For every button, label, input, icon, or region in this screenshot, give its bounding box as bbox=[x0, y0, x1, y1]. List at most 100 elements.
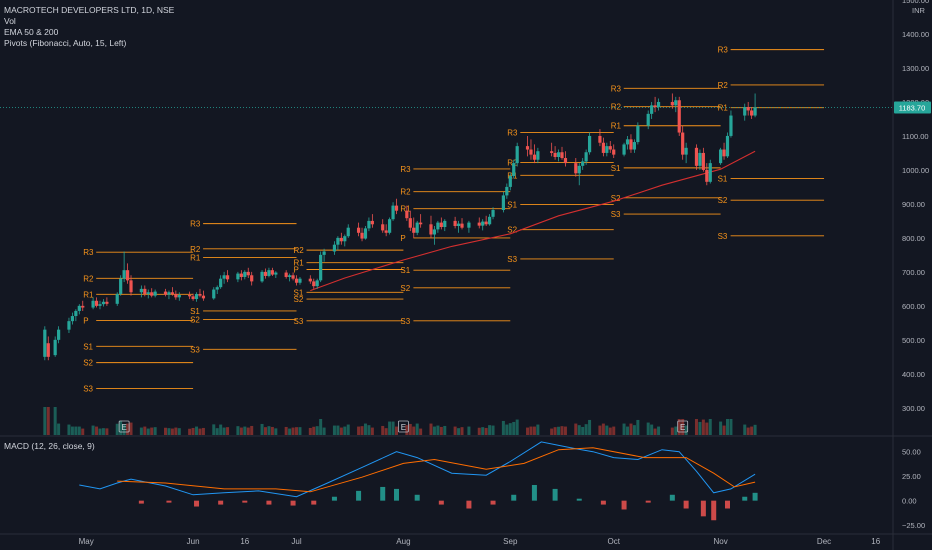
candle-body bbox=[312, 281, 316, 287]
candle-body bbox=[532, 154, 537, 160]
candle bbox=[501, 192, 505, 213]
macd-indicator-label[interactable]: MACD (12, 26, close, 9) bbox=[4, 441, 95, 451]
pivot-label: S2 bbox=[83, 359, 93, 368]
candle bbox=[412, 217, 416, 238]
volume-bar bbox=[250, 425, 254, 435]
price-axis-tick: 1300.00 bbox=[902, 64, 929, 73]
chart-legend: MACROTECH DEVELOPERS LTD, 1D, NSE Vol EM… bbox=[4, 5, 174, 49]
volume-bar bbox=[226, 427, 230, 435]
volume-bar bbox=[412, 426, 416, 435]
volume-bar bbox=[315, 426, 319, 435]
candle bbox=[291, 272, 295, 281]
ema-indicator-label[interactable]: EMA 50 & 200 bbox=[4, 27, 59, 37]
earnings-marker-label: E bbox=[121, 423, 126, 432]
volume-bar bbox=[284, 426, 288, 435]
volume-bar bbox=[274, 428, 278, 435]
candle bbox=[167, 290, 171, 300]
candle-body bbox=[508, 176, 512, 187]
volume-bar bbox=[163, 427, 167, 435]
candle-body bbox=[432, 229, 437, 235]
pivot-label: R2 bbox=[190, 245, 201, 254]
volume-indicator-label[interactable]: Vol bbox=[4, 16, 16, 26]
macd-histogram-bar bbox=[490, 500, 496, 505]
candle-body bbox=[443, 220, 447, 228]
volume-bar bbox=[605, 425, 609, 435]
candle-body bbox=[560, 152, 564, 159]
candle-body bbox=[460, 223, 464, 228]
candle bbox=[556, 149, 561, 162]
signal-line bbox=[117, 447, 756, 493]
volume-bars bbox=[43, 407, 757, 435]
volume-bar bbox=[53, 407, 57, 435]
candle-body bbox=[343, 236, 347, 242]
candle-body bbox=[153, 291, 157, 296]
candle bbox=[405, 205, 409, 221]
volume-bar bbox=[529, 426, 533, 435]
candle-body bbox=[505, 186, 509, 196]
volume-bar bbox=[295, 427, 299, 435]
candle-body bbox=[746, 107, 750, 111]
volume-bar bbox=[460, 427, 464, 435]
candle bbox=[146, 289, 150, 299]
macd-histogram-bar bbox=[531, 484, 537, 501]
pivot-label: R1 bbox=[294, 259, 305, 268]
volume-bar bbox=[457, 428, 461, 435]
time-axis-tick: Dec bbox=[817, 537, 831, 546]
volume-bar bbox=[332, 425, 336, 435]
volume-bar bbox=[126, 423, 130, 435]
candle bbox=[432, 225, 437, 245]
candle bbox=[125, 263, 130, 284]
candle bbox=[267, 267, 271, 278]
candle-body bbox=[191, 296, 195, 300]
candle bbox=[577, 163, 581, 186]
candle-body bbox=[705, 169, 709, 182]
candles bbox=[43, 93, 757, 361]
volume-bar bbox=[484, 427, 488, 435]
candle-body bbox=[81, 305, 85, 308]
volume-bar bbox=[212, 424, 216, 435]
volume-bar bbox=[174, 427, 178, 435]
candle-body bbox=[367, 220, 371, 229]
candle bbox=[612, 144, 616, 159]
volume-bar bbox=[681, 419, 685, 435]
pivot-label: S1 bbox=[611, 164, 621, 173]
volume-bar bbox=[246, 427, 250, 435]
candle-body bbox=[632, 142, 637, 150]
price-axis-tick: 1000.00 bbox=[902, 166, 929, 175]
time-axis-tick: Oct bbox=[607, 537, 620, 546]
candle bbox=[460, 218, 464, 230]
candle bbox=[677, 96, 681, 136]
pivot-label: S3 bbox=[294, 317, 304, 326]
volume-bar bbox=[532, 426, 536, 435]
price-axis-tick: 700.00 bbox=[902, 268, 925, 277]
volume-bar bbox=[598, 425, 602, 435]
volume-bar bbox=[360, 426, 364, 435]
candle-body bbox=[381, 224, 385, 231]
price-axis-tick: 1100.00 bbox=[902, 132, 929, 141]
candle bbox=[129, 275, 133, 296]
candle-body bbox=[550, 151, 554, 153]
volume-bar bbox=[298, 427, 302, 435]
macd-histogram-bar bbox=[711, 500, 717, 521]
volume-bar bbox=[388, 421, 392, 435]
pivot-label: S2 bbox=[718, 196, 728, 205]
candle-body bbox=[677, 100, 681, 133]
candle-body bbox=[646, 113, 650, 126]
macd-axis-tick: 0.00 bbox=[902, 497, 917, 506]
candle-body bbox=[239, 273, 243, 277]
candle-body bbox=[322, 251, 326, 255]
volume-bar bbox=[684, 425, 688, 435]
pivots-indicator-label[interactable]: Pivots (Fibonacci, Auto, 15, Left) bbox=[4, 38, 127, 48]
candle bbox=[94, 297, 99, 308]
candle bbox=[681, 125, 685, 160]
candle-body bbox=[388, 219, 392, 233]
candle-body bbox=[625, 139, 630, 145]
volume-bar bbox=[629, 423, 633, 435]
candle-body bbox=[315, 280, 319, 287]
candle bbox=[746, 101, 750, 116]
candle-body bbox=[412, 227, 416, 233]
volume-bar bbox=[312, 426, 316, 435]
candle bbox=[381, 219, 385, 233]
candle bbox=[336, 236, 340, 250]
